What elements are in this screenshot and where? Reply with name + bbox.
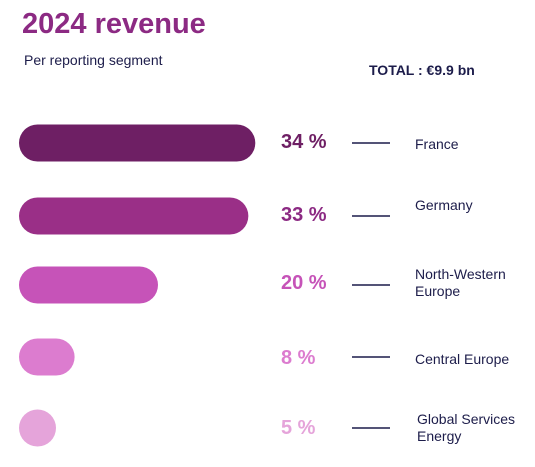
bar-germany	[19, 197, 249, 235]
category-label-france: France	[415, 136, 459, 152]
category-label-north-western-europe: North-Western Europe	[415, 266, 506, 299]
bar-global-services-energy	[19, 409, 56, 447]
category-label-germany: Germany	[415, 197, 473, 213]
data-label-germany: 33 %	[281, 204, 327, 226]
category-label-central-europe: Central Europe	[415, 351, 510, 367]
bar-north-western-europe	[19, 266, 158, 304]
chart-title: 2024 revenue	[22, 8, 206, 40]
category-label-global-services-energy: Global Services Energy	[417, 411, 516, 444]
bar-france	[19, 124, 256, 162]
data-label-france: 34 %	[281, 131, 327, 153]
chart-subtitle: Per reporting segment	[24, 52, 163, 68]
bar-central-europe	[19, 338, 75, 376]
data-label-north-western-europe: 20 %	[281, 272, 327, 294]
total-revenue: TOTAL : €9.9 bn	[369, 62, 475, 78]
data-label-global-services-energy: 5 %	[281, 417, 316, 439]
data-label-central-europe: 8 %	[281, 347, 316, 369]
